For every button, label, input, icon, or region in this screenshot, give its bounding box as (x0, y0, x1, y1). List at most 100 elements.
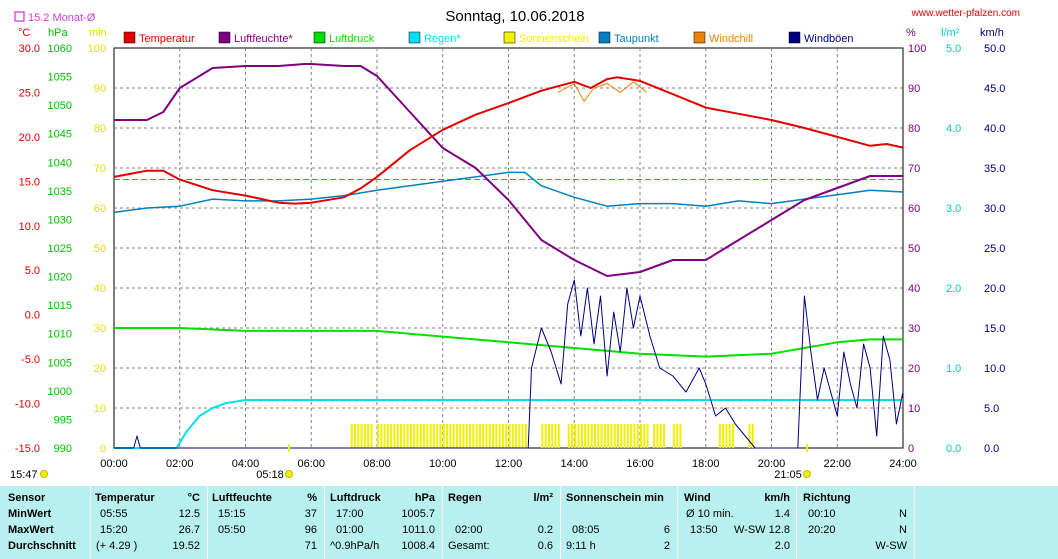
stats-max-temp-value: 26.7 (178, 524, 200, 536)
stats-max-sunshine-time: 08:05 (572, 524, 600, 536)
sunrise-label: 05:18 (256, 469, 284, 481)
wind-tick-label: 45.0 (984, 83, 1005, 95)
pressure-tick-label: 1045 (48, 129, 72, 141)
pressure-tick-label: 1015 (48, 300, 72, 312)
sunshine-bar (597, 424, 600, 448)
sunshine-bar (518, 424, 521, 448)
sunshine-tick-label: 100 (88, 43, 106, 55)
stats-max-row: MaxWert 15:20 26.7 05:50 96 01:00 1011.0… (0, 524, 920, 540)
stats-header-row: Sensor Temperatur °C Luftfeuchte % Luftd… (0, 492, 920, 508)
sunshine-bar (416, 424, 419, 448)
sunset-icon (803, 470, 811, 478)
stats-max-humidity-value: 96 (304, 524, 317, 536)
sunshine-bar (478, 424, 481, 448)
stats-max-pressure-value: 1011.0 (402, 524, 435, 536)
humidity-tick-label: 50 (908, 243, 920, 255)
rain-tick-label: 3.0 (946, 203, 961, 215)
wind-tick-label: 25.0 (984, 243, 1005, 255)
stats-avg-pressure-trend: ^0.9hPa/h (330, 540, 380, 552)
legend-label: Luftfeuchte* (234, 33, 293, 45)
sunshine-bar (370, 424, 373, 448)
stats-header-direction: Richtung (803, 492, 851, 504)
sunshine-bar (728, 424, 731, 448)
stats-header-temp: Temperatur (95, 492, 155, 504)
pressure-tick-label: 1060 (48, 43, 72, 55)
legend-swatch (788, 31, 801, 44)
stats-avg-direction-value: W-SW (875, 540, 907, 552)
sunshine-tick-label: 30 (94, 323, 106, 335)
sunshine-bar (577, 424, 580, 448)
rain-tick-label: 5.0 (946, 43, 961, 55)
sunshine-bar (455, 424, 458, 448)
stats-header-temp-unit: °C (187, 492, 200, 504)
sunshine-bar (732, 424, 735, 448)
stats-max-direction-time: 20:20 (808, 524, 836, 536)
stats-avg-temp-change: (+ 4.29 ) (96, 540, 138, 552)
wind-tick-label: 35.0 (984, 163, 1005, 175)
stats-min-label: MinWert (8, 508, 52, 520)
sunshine-bar (554, 424, 557, 448)
sunshine-bar (630, 424, 633, 448)
sunset-tick (806, 444, 808, 452)
sunshine-bar (616, 424, 619, 448)
sunshine-bar (482, 424, 485, 448)
sunshine-bar (406, 424, 409, 448)
series-line (114, 399, 903, 449)
sunshine-tick-label: 40 (94, 283, 106, 295)
sunshine-bar (557, 424, 560, 448)
sunshine-tick-label: 80 (94, 123, 106, 135)
stats-table: Sensor Temperatur °C Luftfeuchte % Luftd… (0, 486, 1058, 559)
sunshine-bar (380, 424, 383, 448)
sunshine-tick-label: 20 (94, 363, 106, 375)
stats-avg-label: Durchschnitt (8, 540, 76, 552)
current-time-label: 15:47 (10, 469, 38, 481)
site-url: www.wetter-pfalzen.com (911, 8, 1020, 19)
sunshine-tick-label: 10 (94, 403, 106, 415)
series-line (113, 171, 904, 214)
x-tick-label: 02:00 (166, 458, 194, 470)
legend-label: Sonnenschein (519, 33, 589, 45)
pressure-tick-label: 1040 (48, 157, 72, 169)
stats-divider (560, 486, 561, 559)
pressure-tick-label: 1010 (48, 329, 72, 341)
sunshine-bar (383, 424, 386, 448)
legend-swatch (123, 31, 136, 44)
sunshine-bar (419, 424, 422, 448)
sunshine-bar (600, 424, 603, 448)
rain-tick-label: 2.0 (946, 283, 961, 295)
temp-tick-label: 5.0 (25, 265, 40, 277)
x-tick-label: 08:00 (363, 458, 391, 470)
sunshine-bar (613, 424, 616, 448)
stats-header-rain: Regen (448, 492, 482, 504)
stats-header-sunshine: Sonnenschein min (566, 492, 664, 504)
temp-tick-label: 0.0 (25, 310, 40, 322)
sunshine-bar (459, 424, 462, 448)
sunshine-bar (593, 424, 596, 448)
x-tick-label: 10:00 (429, 458, 457, 470)
wind-tick-label: 10.0 (984, 363, 1005, 375)
sunshine-bar (472, 424, 475, 448)
temp-unit-label: °C (18, 27, 30, 39)
sunshine-bar (386, 424, 389, 448)
sunshine-bar (449, 424, 452, 448)
rain-unit-label: l/m² (941, 27, 960, 39)
sunshine-bar (640, 424, 642, 448)
x-tick-label: 18:00 (692, 458, 720, 470)
temp-tick-label: 10.0 (19, 221, 40, 233)
temp-tick-label: -15.0 (15, 443, 40, 455)
sun-icon (40, 470, 48, 478)
temp-tick-label: -5.0 (21, 354, 40, 366)
stats-max-direction-value: N (899, 524, 907, 536)
stats-avg-temp-value: 19.52 (172, 540, 200, 552)
sunshine-bar (659, 424, 662, 448)
sunshine-bar (432, 424, 435, 448)
sunshine-bar (590, 424, 593, 448)
legend-label: Temperatur (139, 33, 195, 45)
sunshine-bar (524, 424, 527, 448)
sunshine-bar (580, 424, 583, 448)
humidity-tick-label: 10 (908, 403, 920, 415)
sunshine-bar (623, 424, 626, 448)
sunshine-bar (409, 424, 412, 448)
x-tick-label: 06:00 (297, 458, 325, 470)
chart-title: Sonntag, 10.06.2018 (445, 8, 584, 25)
